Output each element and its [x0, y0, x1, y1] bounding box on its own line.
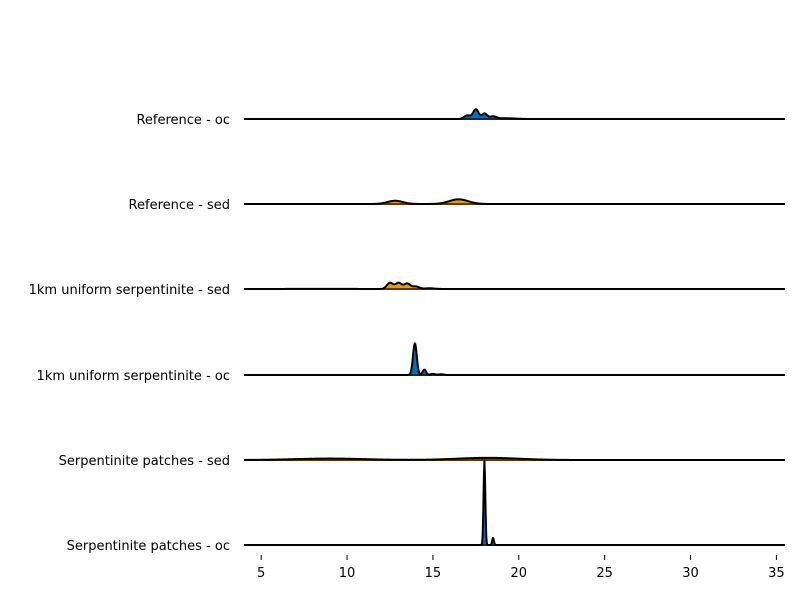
ridge-4: [243, 456, 786, 461]
ridge-label: Serpentinite patches - oc: [67, 539, 230, 554]
x-axis: 5 10 15 20 25 30 35: [257, 555, 785, 581]
ridge-1: [243, 198, 786, 205]
ridge-0: [243, 108, 786, 120]
ridge-5: [243, 459, 786, 546]
x-tick-label: 15: [425, 566, 442, 581]
ridge-area: [244, 460, 785, 545]
ridge-outline: [243, 456, 786, 461]
ridge-outline: [243, 108, 786, 120]
ridge-outline: [243, 342, 786, 376]
x-tick-label: 5: [257, 566, 265, 581]
x-tick-label: 25: [596, 566, 613, 581]
ridge-outline: [243, 198, 786, 205]
ridge-2: [243, 281, 786, 290]
ridge-outline: [243, 459, 786, 546]
x-tick-label: 30: [682, 566, 699, 581]
ridge-3: [243, 342, 786, 376]
ridge-labels: Reference - oc Reference - sed 1km uniform…: [29, 113, 230, 554]
ridge-label: Reference - oc: [136, 113, 230, 128]
x-tick-label: 35: [768, 566, 785, 581]
ridge-label: Serpentinite patches - sed: [59, 454, 230, 469]
ridge-label: 1km uniform serpentinite - oc: [37, 369, 230, 384]
ridge-area: [244, 343, 785, 375]
x-tick-label: 20: [511, 566, 528, 581]
ridge-label: 1km uniform serpentinite - sed: [29, 283, 230, 298]
x-tick-label: 10: [339, 566, 356, 581]
ridge-outline: [243, 281, 786, 290]
ridges-group: [243, 108, 786, 546]
ridge-label: Reference - sed: [129, 198, 230, 213]
